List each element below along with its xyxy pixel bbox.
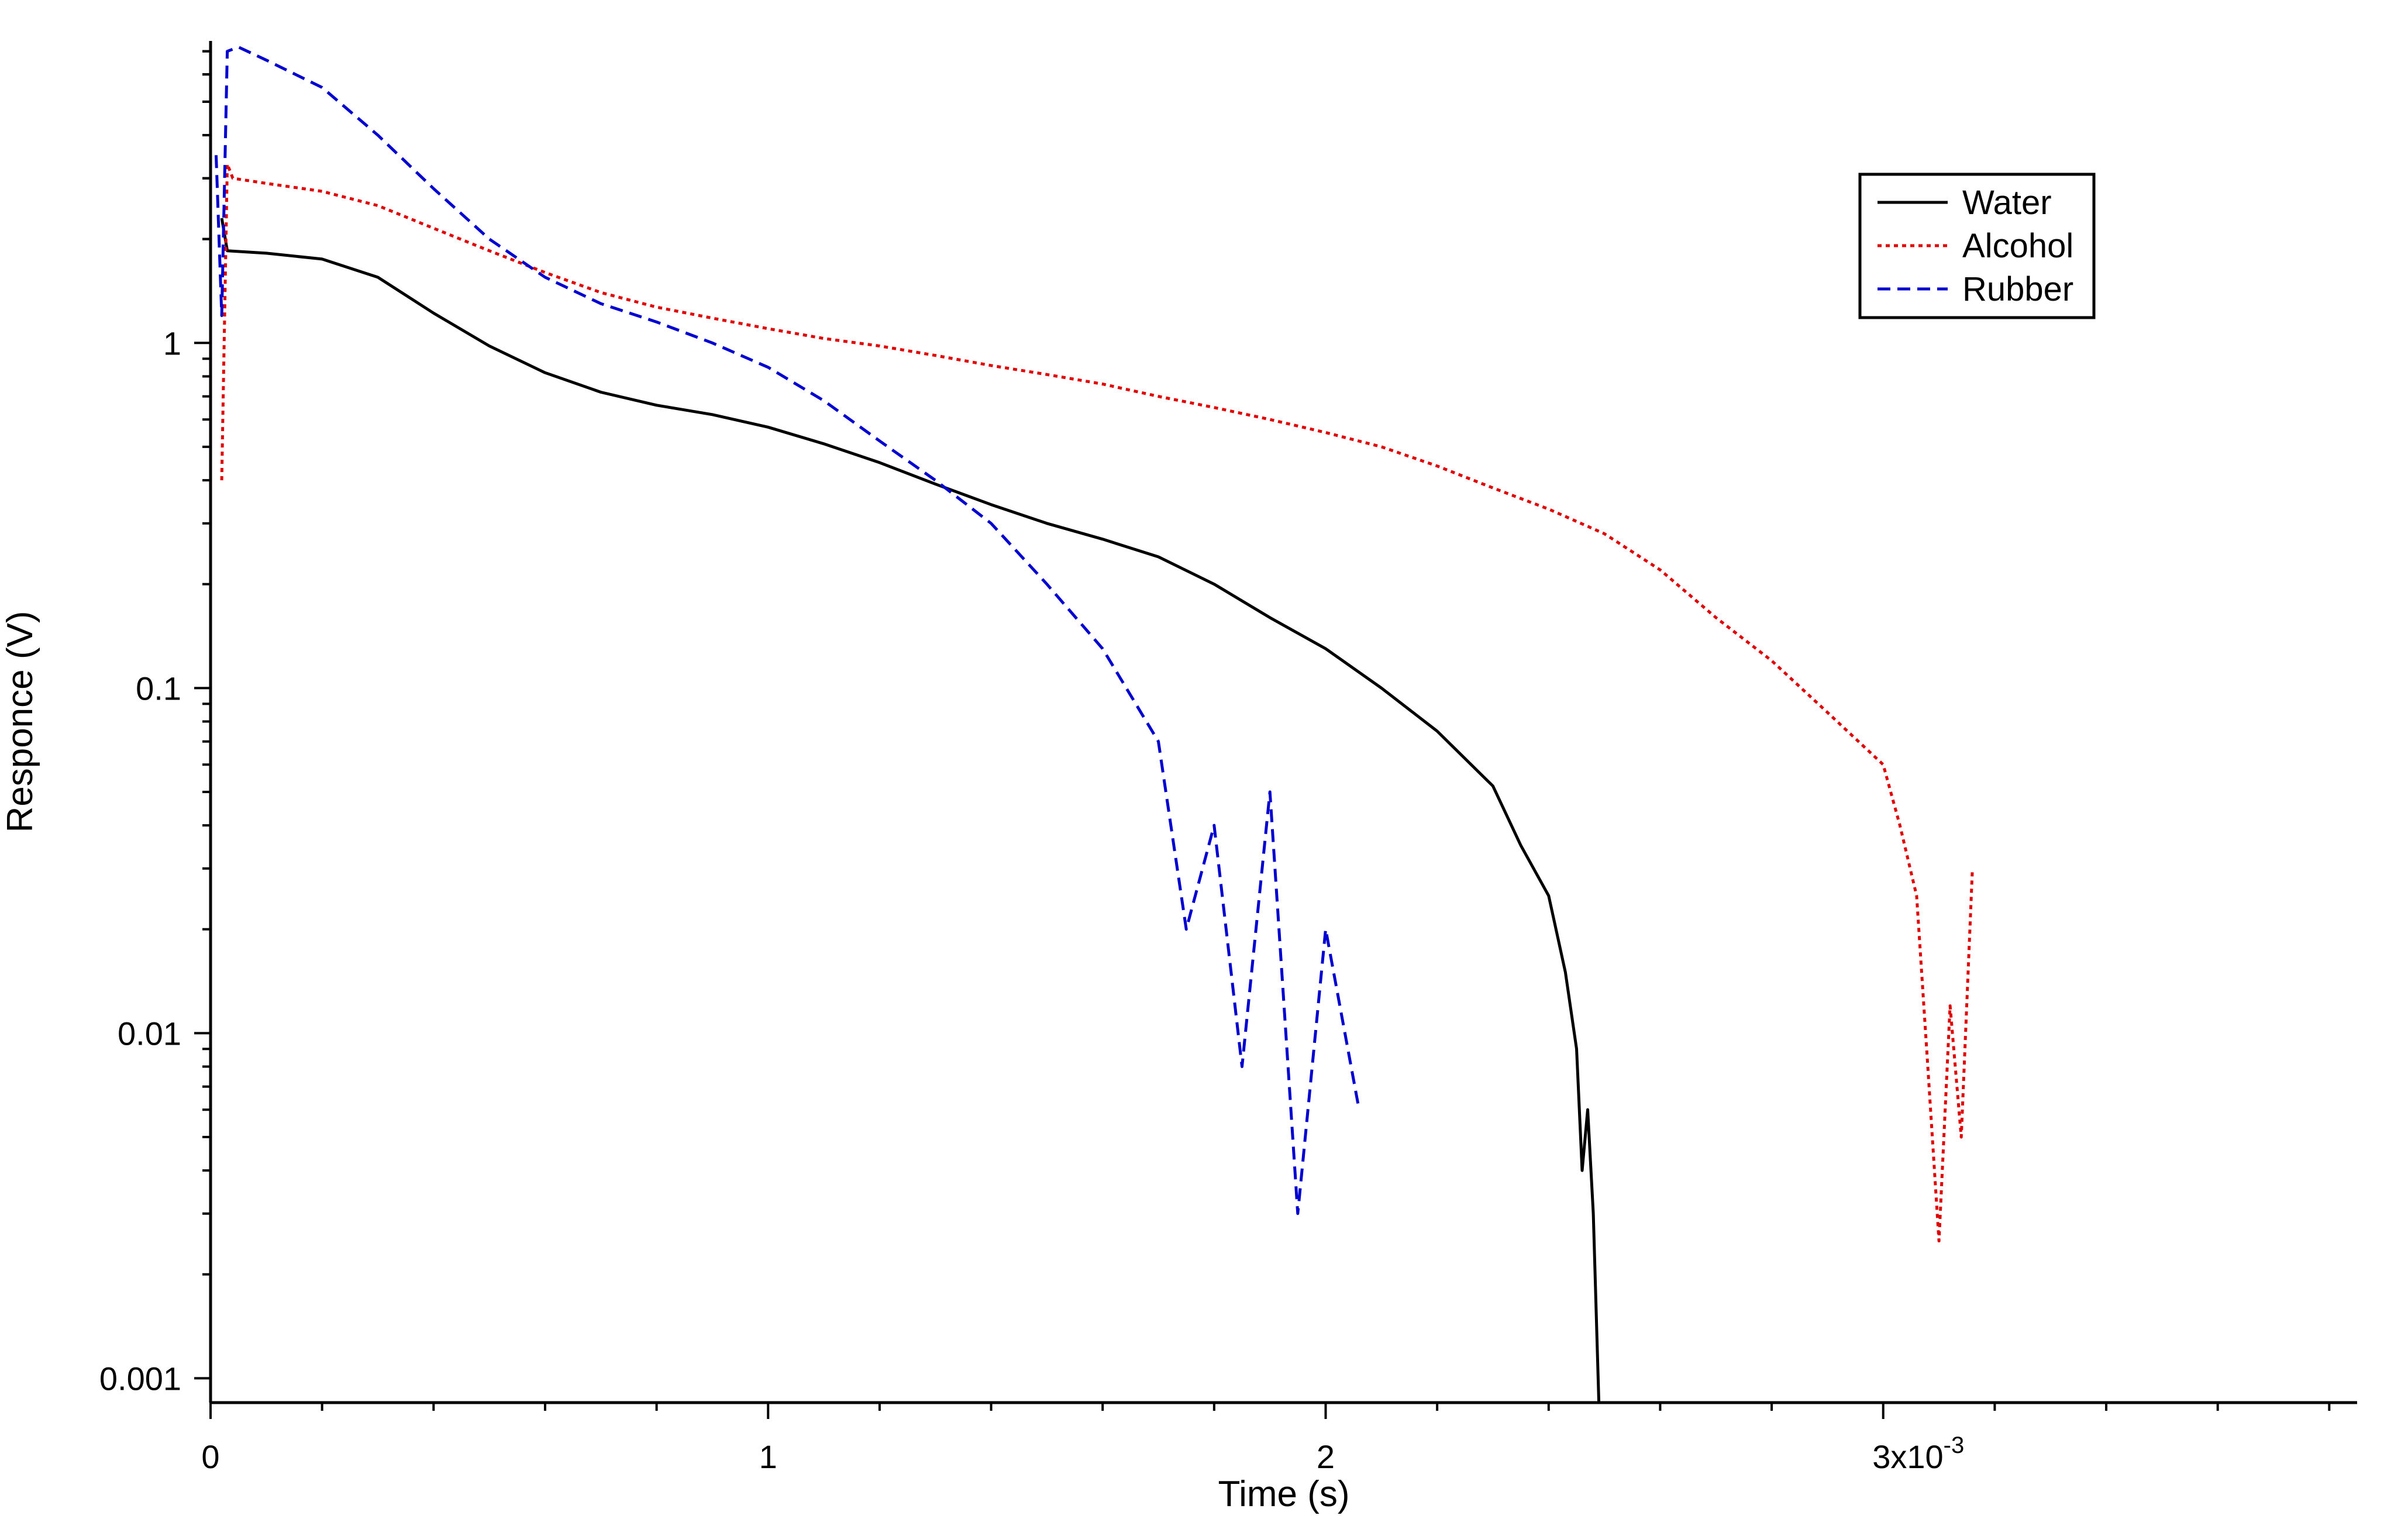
x-tick-label: 3x10-3 bbox=[1872, 1432, 1964, 1475]
y-axis-title: Responce (V) bbox=[0, 611, 40, 832]
x-axis-title: Time (s) bbox=[1218, 1474, 1350, 1514]
y-tick-label: 0.01 bbox=[118, 1015, 181, 1052]
series-line-alcohol bbox=[220, 162, 1974, 1243]
y-tick-label: 0.001 bbox=[99, 1360, 181, 1397]
y-tick-label: 1 bbox=[163, 325, 181, 361]
series-line-water bbox=[220, 218, 1601, 1403]
y-tick-label: 0.1 bbox=[136, 670, 181, 707]
legend-label-rubber: Rubber bbox=[1962, 270, 2073, 308]
legend-label-alcohol: Alcohol bbox=[1962, 227, 2073, 265]
x-tick-label: 1 bbox=[759, 1438, 777, 1475]
legend-box bbox=[1858, 173, 2096, 319]
x-tick-label: 2 bbox=[1317, 1438, 1335, 1475]
x-tick-label: 0 bbox=[201, 1438, 219, 1475]
x-tick-exponent: -3 bbox=[1944, 1432, 1965, 1458]
axes: 0 1 2 3x10-3 0.001 0.01 0.1 1 bbox=[99, 41, 2357, 1475]
plot-area bbox=[215, 46, 1974, 1403]
legend-label-water: Water bbox=[1962, 184, 2052, 222]
series-line-rubber bbox=[215, 46, 1361, 1215]
legend: Water Alcohol Rubber bbox=[1858, 173, 2096, 319]
